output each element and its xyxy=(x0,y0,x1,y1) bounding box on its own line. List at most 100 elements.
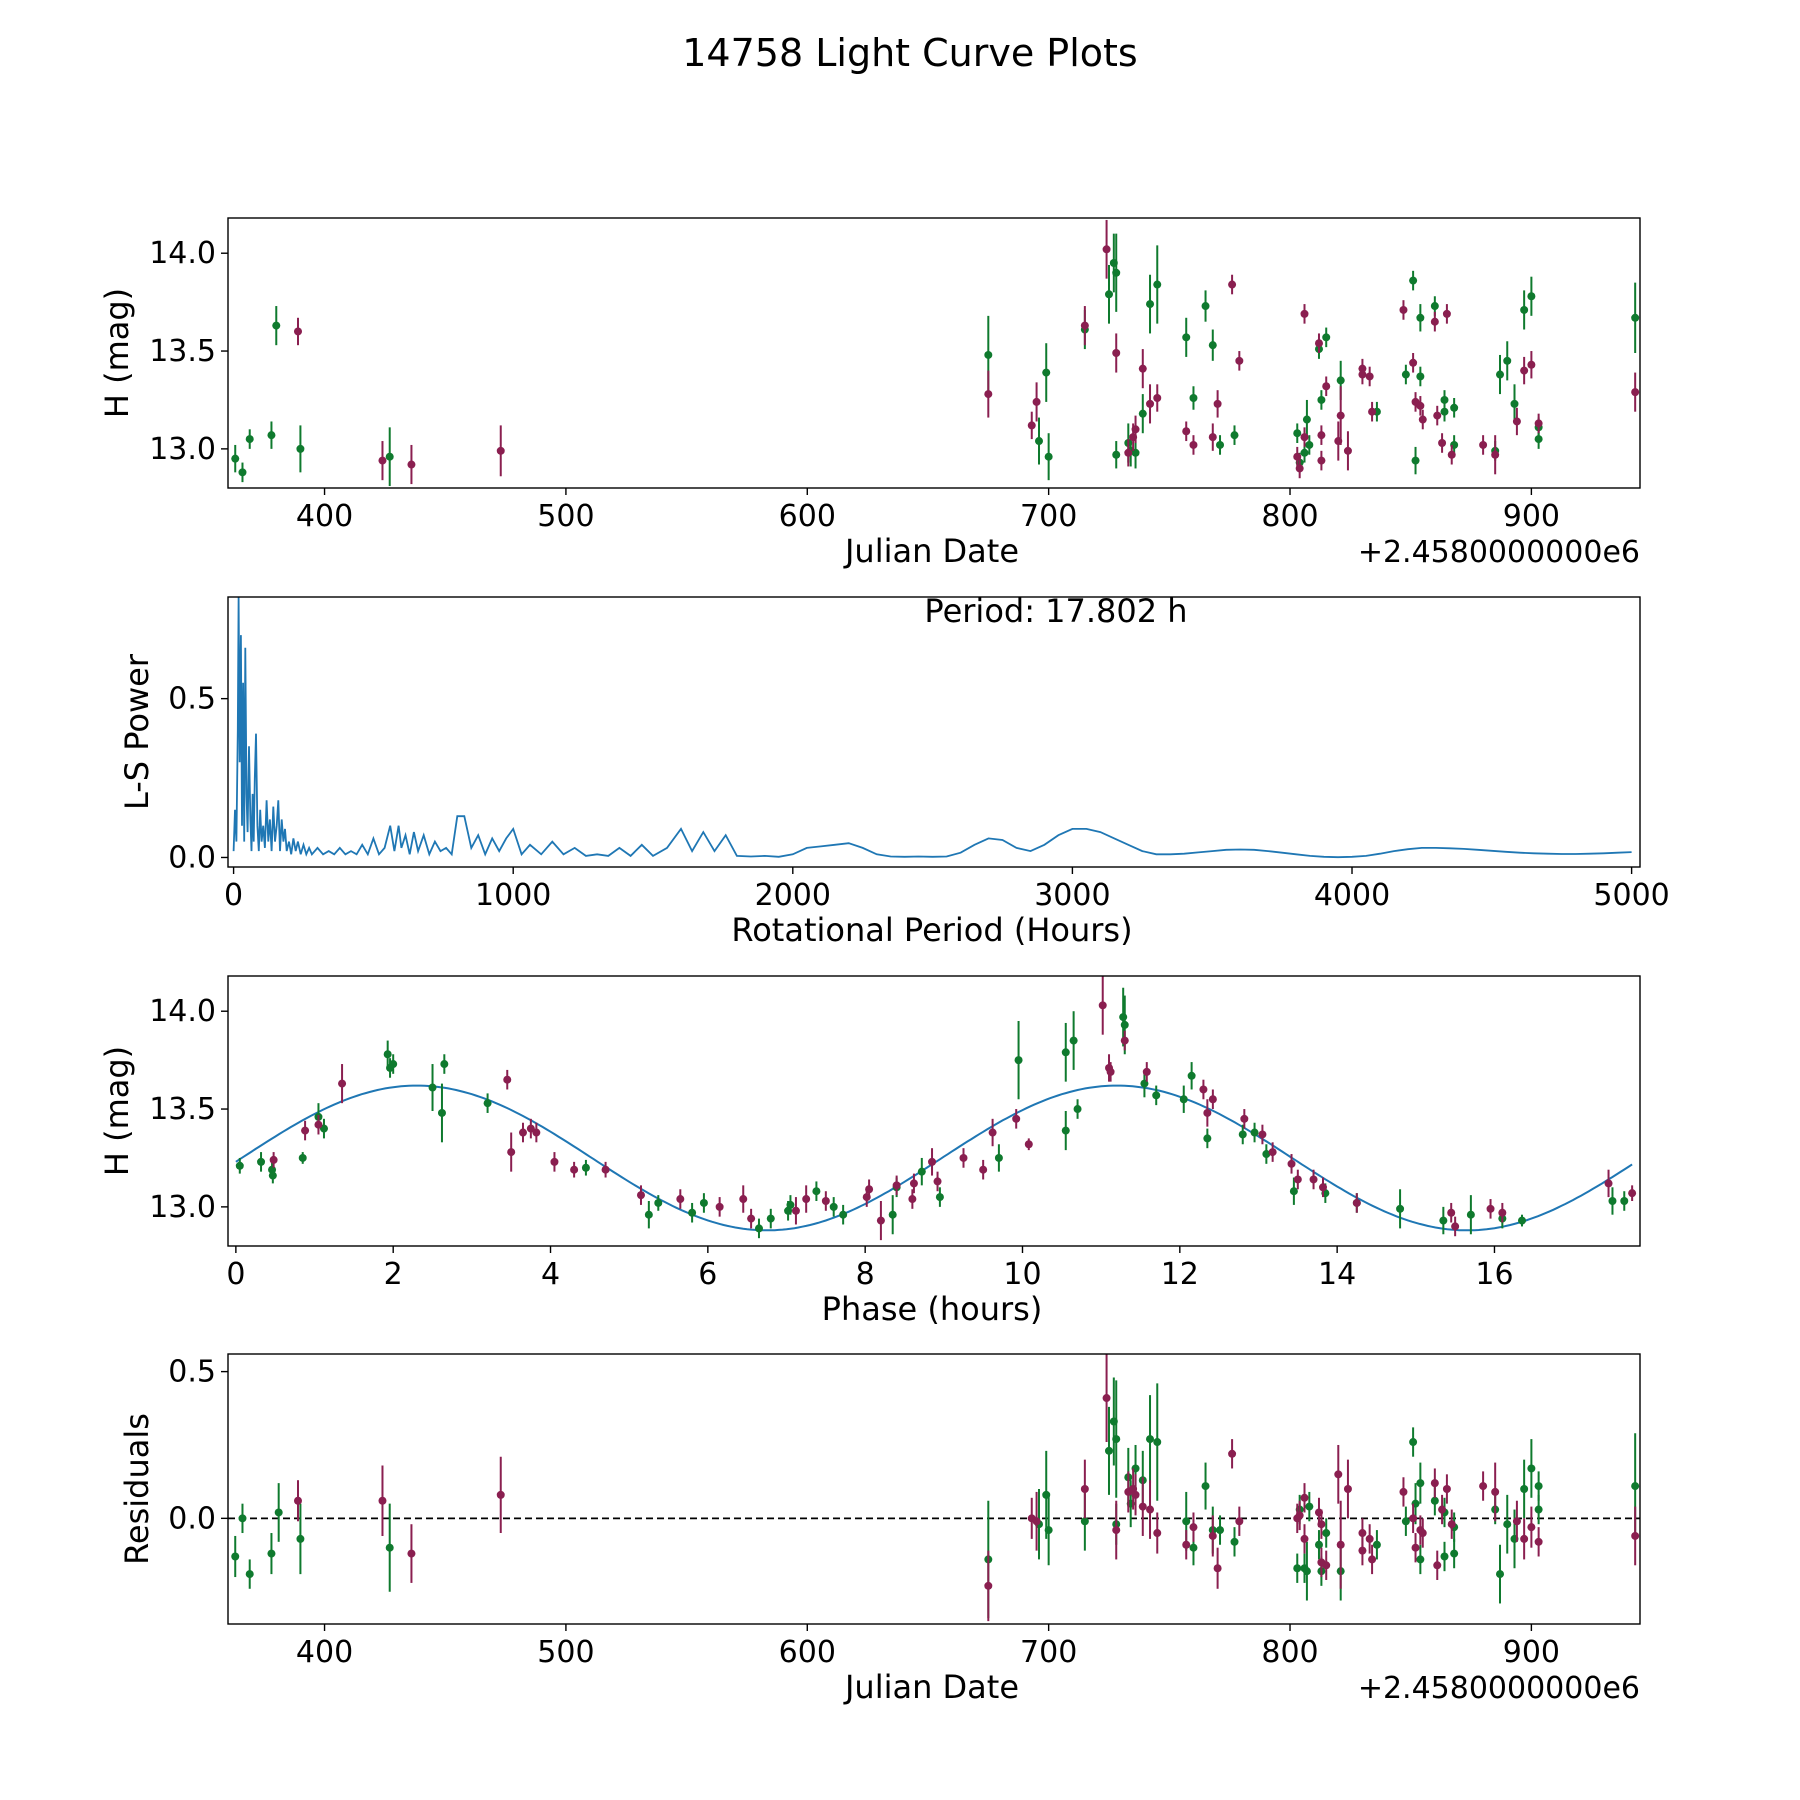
data-point-green xyxy=(581,1163,590,1172)
data-point-magenta xyxy=(1240,1114,1249,1123)
data-point-green xyxy=(1416,372,1425,381)
data-point-magenta xyxy=(1287,1159,1296,1168)
data-point-magenta xyxy=(1317,456,1326,465)
data-point-magenta xyxy=(1146,399,1155,408)
data-point-magenta xyxy=(1235,356,1244,365)
data-point-magenta xyxy=(1322,382,1331,391)
data-point-green xyxy=(1203,1134,1212,1143)
data-point-green xyxy=(1187,1071,1196,1080)
residuals-offset-label: +2.4580000000e6 xyxy=(1358,1671,1640,1706)
data-point-green xyxy=(1189,1543,1198,1552)
data-point-magenta xyxy=(1527,360,1536,369)
periodogram-annotation: Period: 17.802 h xyxy=(924,592,1187,630)
residuals-marks xyxy=(228,1354,1640,1622)
x-tick-label: 800 xyxy=(1261,499,1318,534)
data-point-green xyxy=(1322,1529,1331,1538)
data-point-green xyxy=(1440,395,1449,404)
data-point-green xyxy=(1608,1197,1617,1205)
data-point-magenta xyxy=(1418,415,1427,424)
x-tick-label: 400 xyxy=(296,499,353,534)
data-point-magenta xyxy=(1112,349,1121,357)
data-point-magenta xyxy=(1334,1470,1343,1479)
data-point-green xyxy=(428,1083,437,1092)
data-point-green xyxy=(1416,1555,1425,1564)
data-point-magenta xyxy=(1336,1540,1345,1549)
data-point-green xyxy=(437,1108,446,1117)
data-point-green xyxy=(1293,429,1302,438)
data-point-green xyxy=(1416,313,1425,322)
data-point-magenta xyxy=(1309,1175,1318,1184)
data-point-magenta xyxy=(876,1216,885,1225)
data-point-magenta xyxy=(1295,1511,1304,1520)
lightcurve-y-ticks: 13.0 13.5 14.0 xyxy=(149,236,228,467)
data-point-magenta xyxy=(1080,321,1089,330)
data-point-green xyxy=(483,1099,492,1108)
data-point-green xyxy=(1534,1505,1543,1514)
data-point-magenta xyxy=(1491,1487,1500,1496)
data-point-magenta xyxy=(1628,1189,1637,1198)
data-point-magenta xyxy=(1604,1179,1613,1188)
data-point-green xyxy=(1317,395,1326,404)
data-point-magenta xyxy=(892,1181,901,1190)
data-point-magenta xyxy=(1409,1514,1418,1523)
lightcurve-x-ticks: 400 500 600 700 800 900 xyxy=(296,488,1560,534)
data-point-green xyxy=(1201,1482,1210,1491)
data-point-green xyxy=(440,1060,449,1069)
data-point-green xyxy=(766,1214,775,1223)
data-point-magenta xyxy=(532,1128,541,1137)
data-point-green xyxy=(1620,1197,1629,1205)
data-point-magenta xyxy=(1106,1067,1115,1076)
data-point-magenta xyxy=(1418,1529,1427,1538)
data-point-magenta xyxy=(1409,358,1418,367)
data-point-magenta xyxy=(1365,1534,1374,1543)
data-point-green xyxy=(1300,448,1309,457)
data-point-magenta xyxy=(1498,1208,1507,1217)
data-point-magenta xyxy=(1631,1531,1640,1540)
data-point-magenta xyxy=(739,1195,748,1204)
data-point-magenta xyxy=(1512,1517,1521,1526)
data-point-green xyxy=(1510,399,1519,408)
data-point-green xyxy=(1401,370,1410,379)
periodogram-x-label: Rotational Period (Hours) xyxy=(731,911,1132,949)
data-point-magenta xyxy=(1208,433,1217,442)
data-point-green xyxy=(1396,1204,1405,1213)
data-point-magenta xyxy=(518,1128,527,1137)
data-point-green xyxy=(654,1198,663,1207)
periodogram-y-label: L-S Power xyxy=(118,653,156,810)
x-tick-label: 800 xyxy=(1261,1635,1318,1670)
data-point-green xyxy=(1189,394,1198,402)
data-point-magenta xyxy=(507,1148,516,1157)
data-point-magenta xyxy=(1352,1198,1361,1207)
data-point-green xyxy=(1119,1013,1128,1022)
data-point-magenta xyxy=(1322,1561,1331,1570)
data-point-magenta xyxy=(1153,394,1162,402)
data-point-magenta xyxy=(1534,419,1543,428)
data-point-magenta xyxy=(496,446,505,455)
x-tick-label: 2000 xyxy=(755,878,831,913)
data-point-green xyxy=(267,1549,276,1558)
data-point-green xyxy=(1631,1482,1640,1491)
data-point-green xyxy=(1496,370,1505,379)
data-point-magenta xyxy=(378,1496,387,1505)
x-tick-label: 600 xyxy=(779,499,836,534)
data-point-magenta xyxy=(1120,1036,1129,1045)
data-point-green xyxy=(1061,1048,1070,1057)
data-point-green xyxy=(917,1167,926,1176)
data-point-green xyxy=(1216,440,1225,449)
data-point-green xyxy=(1112,1435,1121,1444)
data-point-green xyxy=(389,1060,398,1069)
data-point-magenta xyxy=(1368,1555,1377,1564)
data-point-magenta xyxy=(1527,1523,1536,1532)
data-point-green xyxy=(245,435,254,444)
data-point-magenta xyxy=(1080,1485,1089,1493)
data-point-green xyxy=(1153,280,1162,289)
data-point-green xyxy=(1527,292,1536,301)
data-point-green xyxy=(1440,407,1449,416)
data-point-green xyxy=(1496,1570,1505,1579)
data-point-green xyxy=(1120,1020,1129,1029)
data-point-magenta xyxy=(1032,1517,1041,1526)
data-point-green xyxy=(839,1210,848,1219)
data-point-green xyxy=(268,1171,277,1180)
data-point-green xyxy=(699,1198,708,1207)
data-point-green xyxy=(1146,1435,1155,1444)
